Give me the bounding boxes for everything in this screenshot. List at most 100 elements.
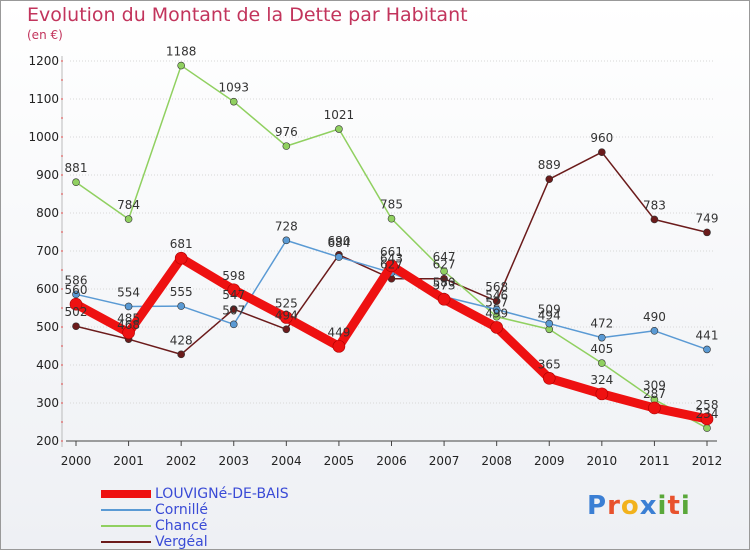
data-point — [700, 412, 714, 426]
legend-swatch-vergeal — [101, 541, 151, 543]
legend-item-cornille[interactable]: Cornillé — [101, 502, 289, 518]
logo-letter: o — [620, 491, 640, 521]
data-label: 889 — [538, 158, 561, 172]
data-label: 783 — [643, 198, 666, 212]
x-tick-label: 2006 — [376, 454, 407, 468]
x-tick-label: 2012 — [692, 454, 723, 468]
data-point — [598, 333, 606, 342]
data-label: 509 — [538, 303, 561, 317]
data-label: 485 — [117, 312, 140, 326]
data-label: 1093 — [218, 81, 249, 95]
data-label: 784 — [117, 198, 140, 212]
data-label: 586 — [65, 273, 88, 287]
data-point — [122, 326, 135, 340]
data-point — [440, 274, 448, 283]
proxiti-logo: Proxiti — [587, 491, 691, 521]
data-point — [227, 283, 241, 297]
data-point — [280, 311, 293, 324]
data-label: 960 — [590, 131, 613, 145]
data-label: 324 — [590, 373, 613, 387]
data-point — [69, 297, 83, 311]
data-label: 881 — [65, 161, 88, 175]
data-point — [229, 320, 238, 329]
data-point — [335, 125, 343, 133]
x-tick-label: 2009 — [534, 454, 565, 468]
x-tick-label: 2004 — [271, 454, 302, 468]
data-label: 647 — [433, 250, 456, 264]
y-tick-label: 700 — [36, 244, 59, 258]
x-tick-label: 2007 — [429, 454, 460, 468]
x-tick-label: 2011 — [639, 454, 670, 468]
data-label: 1188 — [166, 45, 197, 59]
data-label: 749 — [696, 211, 719, 225]
data-point — [703, 424, 711, 432]
data-label: 428 — [170, 333, 193, 347]
y-tick-label: 200 — [36, 434, 59, 448]
data-point — [124, 215, 133, 223]
data-label: 568 — [485, 280, 508, 294]
series-group — [69, 61, 714, 432]
data-point — [598, 148, 606, 156]
data-point — [440, 267, 448, 275]
data-label: 525 — [275, 297, 298, 311]
data-label: 728 — [275, 219, 298, 233]
data-label: 1021 — [324, 108, 355, 122]
data-label: 490 — [643, 310, 666, 324]
data-point — [282, 142, 291, 150]
data-point — [542, 371, 556, 385]
data-point — [598, 359, 606, 367]
data-point — [387, 214, 396, 223]
logo-letter: t — [667, 491, 681, 521]
x-axis-ticks: 2000 2001 2002 2003 2004 2005 2006 2007 2008 2009… — [61, 441, 723, 468]
data-point — [72, 290, 80, 299]
data-point — [650, 215, 659, 224]
data-point — [490, 321, 503, 334]
data-point — [332, 340, 346, 353]
data-point — [595, 387, 609, 401]
data-label: 287 — [643, 387, 666, 401]
data-label: 785 — [380, 198, 403, 212]
logo-letter: x — [639, 491, 658, 521]
data-label: 449 — [327, 325, 350, 339]
x-tick-label: 2003 — [218, 454, 249, 468]
y-tick-label: 1000 — [28, 130, 59, 144]
legend-item-chance[interactable]: Chancé — [101, 518, 289, 534]
x-tick-label: 2000 — [61, 454, 92, 468]
y-tick-label: 300 — [36, 396, 59, 410]
data-point — [72, 178, 80, 187]
data-label: 309 — [643, 379, 666, 393]
data-point — [545, 175, 554, 183]
x-tick-label: 2002 — [166, 454, 197, 468]
legend-label-cornille: Cornillé — [155, 502, 209, 518]
y-tick-label: 1100 — [28, 92, 59, 106]
legend-item-vergeal[interactable]: Vergéal — [101, 534, 289, 550]
chart-title: Evolution du Montant de la Dette par Hab… — [27, 4, 468, 26]
logo-letter: i — [657, 491, 668, 521]
logo-letter: P — [587, 491, 608, 521]
data-label: 976 — [275, 125, 298, 139]
data-point — [282, 325, 291, 334]
logo-letter: i — [680, 491, 691, 521]
data-point — [650, 326, 659, 335]
logo-letter: r — [607, 491, 621, 521]
legend-swatch-louvigne — [101, 490, 151, 498]
legend-swatch-cornille — [101, 509, 151, 511]
legend-label-vergeal: Vergéal — [155, 534, 208, 550]
legend-item-louvigne[interactable]: LOUVIGNé-DE-BAIS — [101, 486, 289, 502]
data-label: 258 — [696, 398, 719, 412]
data-point — [282, 236, 291, 245]
data-label: 643 — [380, 252, 403, 266]
y-axis-ticks: 200 300 400 500 600 700 800 900 1000 1100 1200 — [28, 54, 63, 448]
data-label: 598 — [222, 269, 245, 283]
x-tick-label: 2001 — [113, 454, 144, 468]
data-point — [492, 297, 501, 305]
data-label: 627 — [380, 258, 403, 272]
x-tick-label: 2008 — [481, 454, 512, 468]
data-label: 234 — [696, 407, 719, 421]
data-label: 547 — [222, 288, 245, 302]
legend-label-louvigne: LOUVIGNé-DE-BAIS — [155, 486, 289, 502]
data-label: 494 — [275, 308, 298, 322]
data-point — [492, 305, 501, 314]
